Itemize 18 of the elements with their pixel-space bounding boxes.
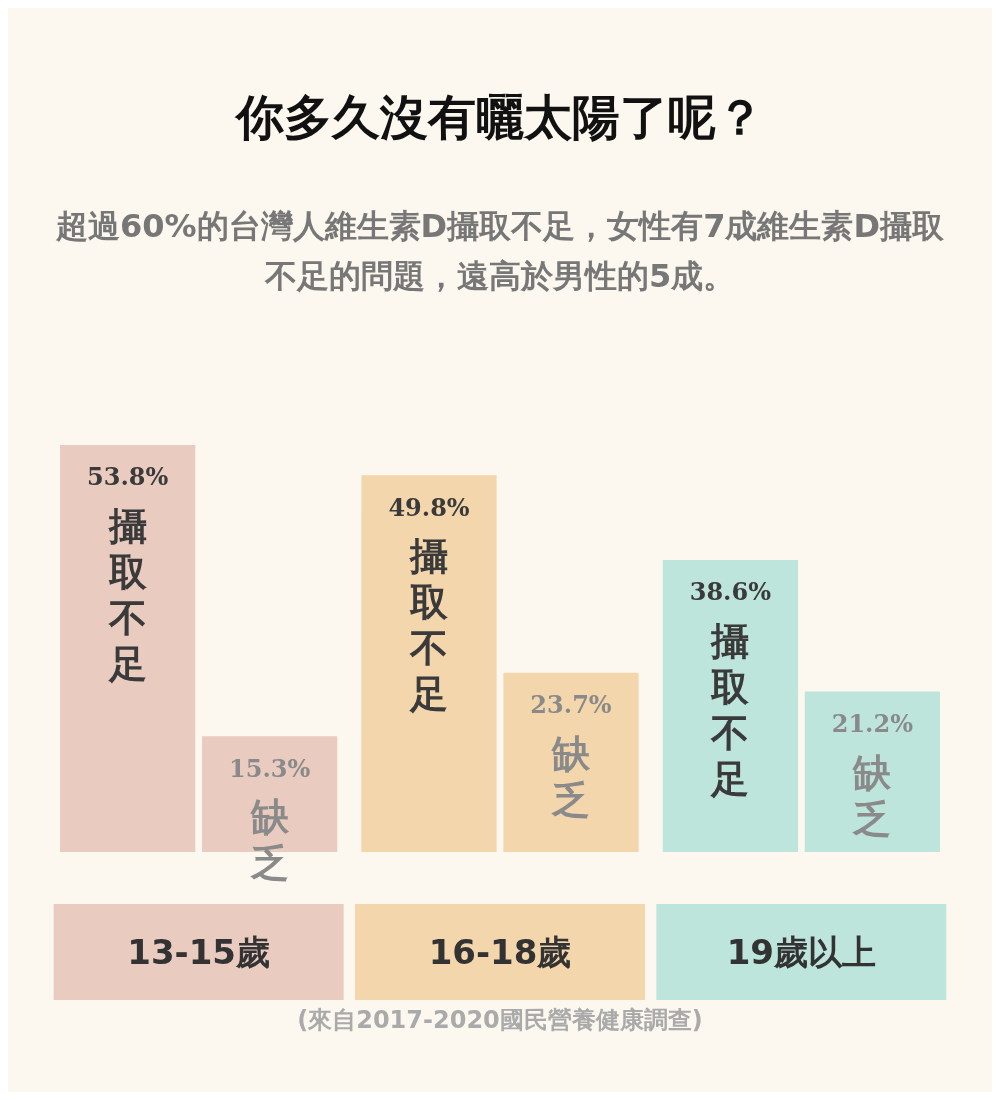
text: 攝取不足 xyxy=(108,503,147,686)
data-label: 49.8% xyxy=(388,492,470,522)
series-label: 攝取不足 xyxy=(409,534,448,717)
x-tick-label: 19歲以上 xyxy=(726,932,876,972)
data-label: 53.8% xyxy=(87,462,169,492)
text: (來自2017-2020國民營養健康調查) xyxy=(297,1006,703,1034)
chart-title: 你多久沒有曬太陽了呢？ xyxy=(234,89,764,145)
x-tick-label: 16-18歲 xyxy=(428,932,572,972)
text: 攝取不足 xyxy=(711,618,750,801)
data-label: 15.3% xyxy=(229,753,311,783)
text: 缺乏 xyxy=(552,731,590,822)
data-label: 21.2% xyxy=(831,709,914,739)
text: 缺乏 xyxy=(250,795,289,886)
series-label: 缺乏 xyxy=(852,750,893,841)
data-label: 38.6% xyxy=(689,577,772,607)
x-tick-label: 13-15歲 xyxy=(127,932,271,972)
data-label: 23.7% xyxy=(530,690,612,720)
chart-subtitle: 超過60%的台灣人維生素D攝取不足，女性有7成維生素D攝取不足的問題，遠高於男性的5成。 xyxy=(55,207,945,295)
